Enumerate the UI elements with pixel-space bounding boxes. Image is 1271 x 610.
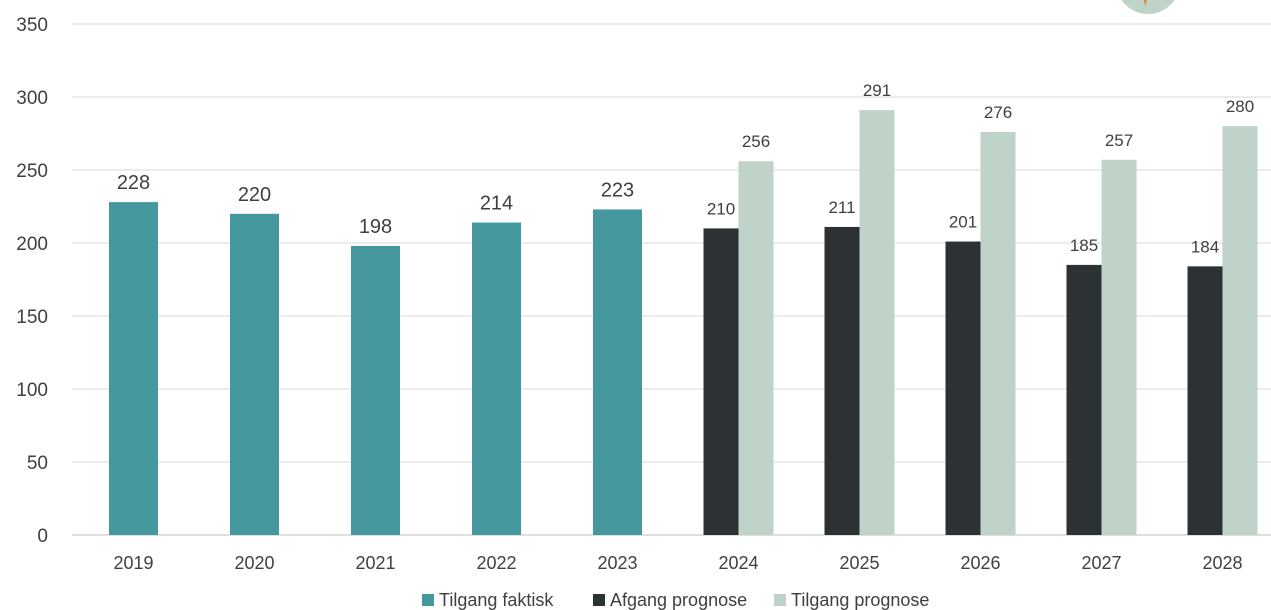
bar-tilgang-faktisk xyxy=(230,213,279,536)
x-tick-label: 2025 xyxy=(839,553,879,573)
data-label: 185 xyxy=(1070,236,1098,255)
bar-afgang-prognose xyxy=(1187,266,1223,535)
data-label: 257 xyxy=(1105,131,1133,150)
bar-tilgang-prognose xyxy=(738,161,774,536)
data-label: 198 xyxy=(359,216,392,238)
data-label: 228 xyxy=(117,172,150,194)
y-tick-label: 0 xyxy=(37,526,48,547)
y-tick-label: 100 xyxy=(16,380,48,401)
data-label: 256 xyxy=(742,132,770,151)
x-tick-label: 2024 xyxy=(718,553,758,573)
bars xyxy=(109,110,1258,536)
y-tick-label: 250 xyxy=(16,161,48,182)
y-axis: 0 50 100 150 200 250 300 350 xyxy=(16,15,48,547)
bar-tilgang-faktisk xyxy=(593,209,642,536)
bar-tilgang-faktisk xyxy=(472,222,521,535)
bar-afgang-prognose xyxy=(824,226,860,535)
legend-swatch xyxy=(593,594,605,606)
bar-afgang-prognose xyxy=(703,228,739,535)
data-label: 211 xyxy=(828,198,855,217)
x-tick-label: 2026 xyxy=(960,553,1000,573)
y-tick-label: 150 xyxy=(16,307,48,328)
bar-afgang-prognose xyxy=(1066,264,1102,535)
data-label: 280 xyxy=(1226,97,1254,116)
bar-tilgang-prognose xyxy=(1222,126,1258,535)
x-tick-label: 2028 xyxy=(1202,553,1242,573)
legend-swatch xyxy=(774,594,786,606)
data-label: 214 xyxy=(480,193,513,215)
legend-label: Tilgang prognose xyxy=(791,590,929,610)
data-label: 201 xyxy=(949,213,977,232)
logo-badge xyxy=(1121,0,1175,14)
x-axis: 2019 2020 2021 2022 2023 2024 2025 2026 2027 2028 xyxy=(113,553,1242,573)
x-tick-label: 2019 xyxy=(113,553,153,573)
legend-label: Afgang prognose xyxy=(610,590,747,610)
legend: Tilgang faktisk Afgang prognose Tilgang pr… xyxy=(422,590,929,610)
legend-label: Tilgang faktisk xyxy=(439,590,554,610)
y-tick-label: 350 xyxy=(16,15,48,36)
bar-tilgang-faktisk xyxy=(351,245,400,536)
data-labels: 228 220 198 214 223 210 256 211 291 201 276 185 257 1… xyxy=(117,81,1254,256)
y-tick-label: 300 xyxy=(16,88,48,109)
data-label: 223 xyxy=(601,179,634,201)
x-tick-label: 2022 xyxy=(476,553,516,573)
x-tick-label: 2021 xyxy=(355,553,395,573)
x-tick-label: 2023 xyxy=(597,553,637,573)
data-label: 184 xyxy=(1191,237,1219,256)
bar-tilgang-prognose xyxy=(859,110,895,535)
y-tick-label: 50 xyxy=(27,453,48,474)
x-tick-label: 2020 xyxy=(234,553,274,573)
bar-tilgang-prognose xyxy=(980,132,1016,536)
bar-afgang-prognose xyxy=(945,241,981,536)
data-label: 291 xyxy=(863,81,891,100)
data-label: 220 xyxy=(238,184,271,206)
bar-tilgang-prognose xyxy=(1101,159,1137,535)
x-tick-label: 2027 xyxy=(1081,553,1121,573)
data-label: 210 xyxy=(707,199,735,218)
bar-tilgang-faktisk xyxy=(109,202,158,535)
y-tick-label: 200 xyxy=(16,234,48,255)
legend-swatch xyxy=(422,594,434,606)
data-label: 276 xyxy=(984,103,1012,122)
